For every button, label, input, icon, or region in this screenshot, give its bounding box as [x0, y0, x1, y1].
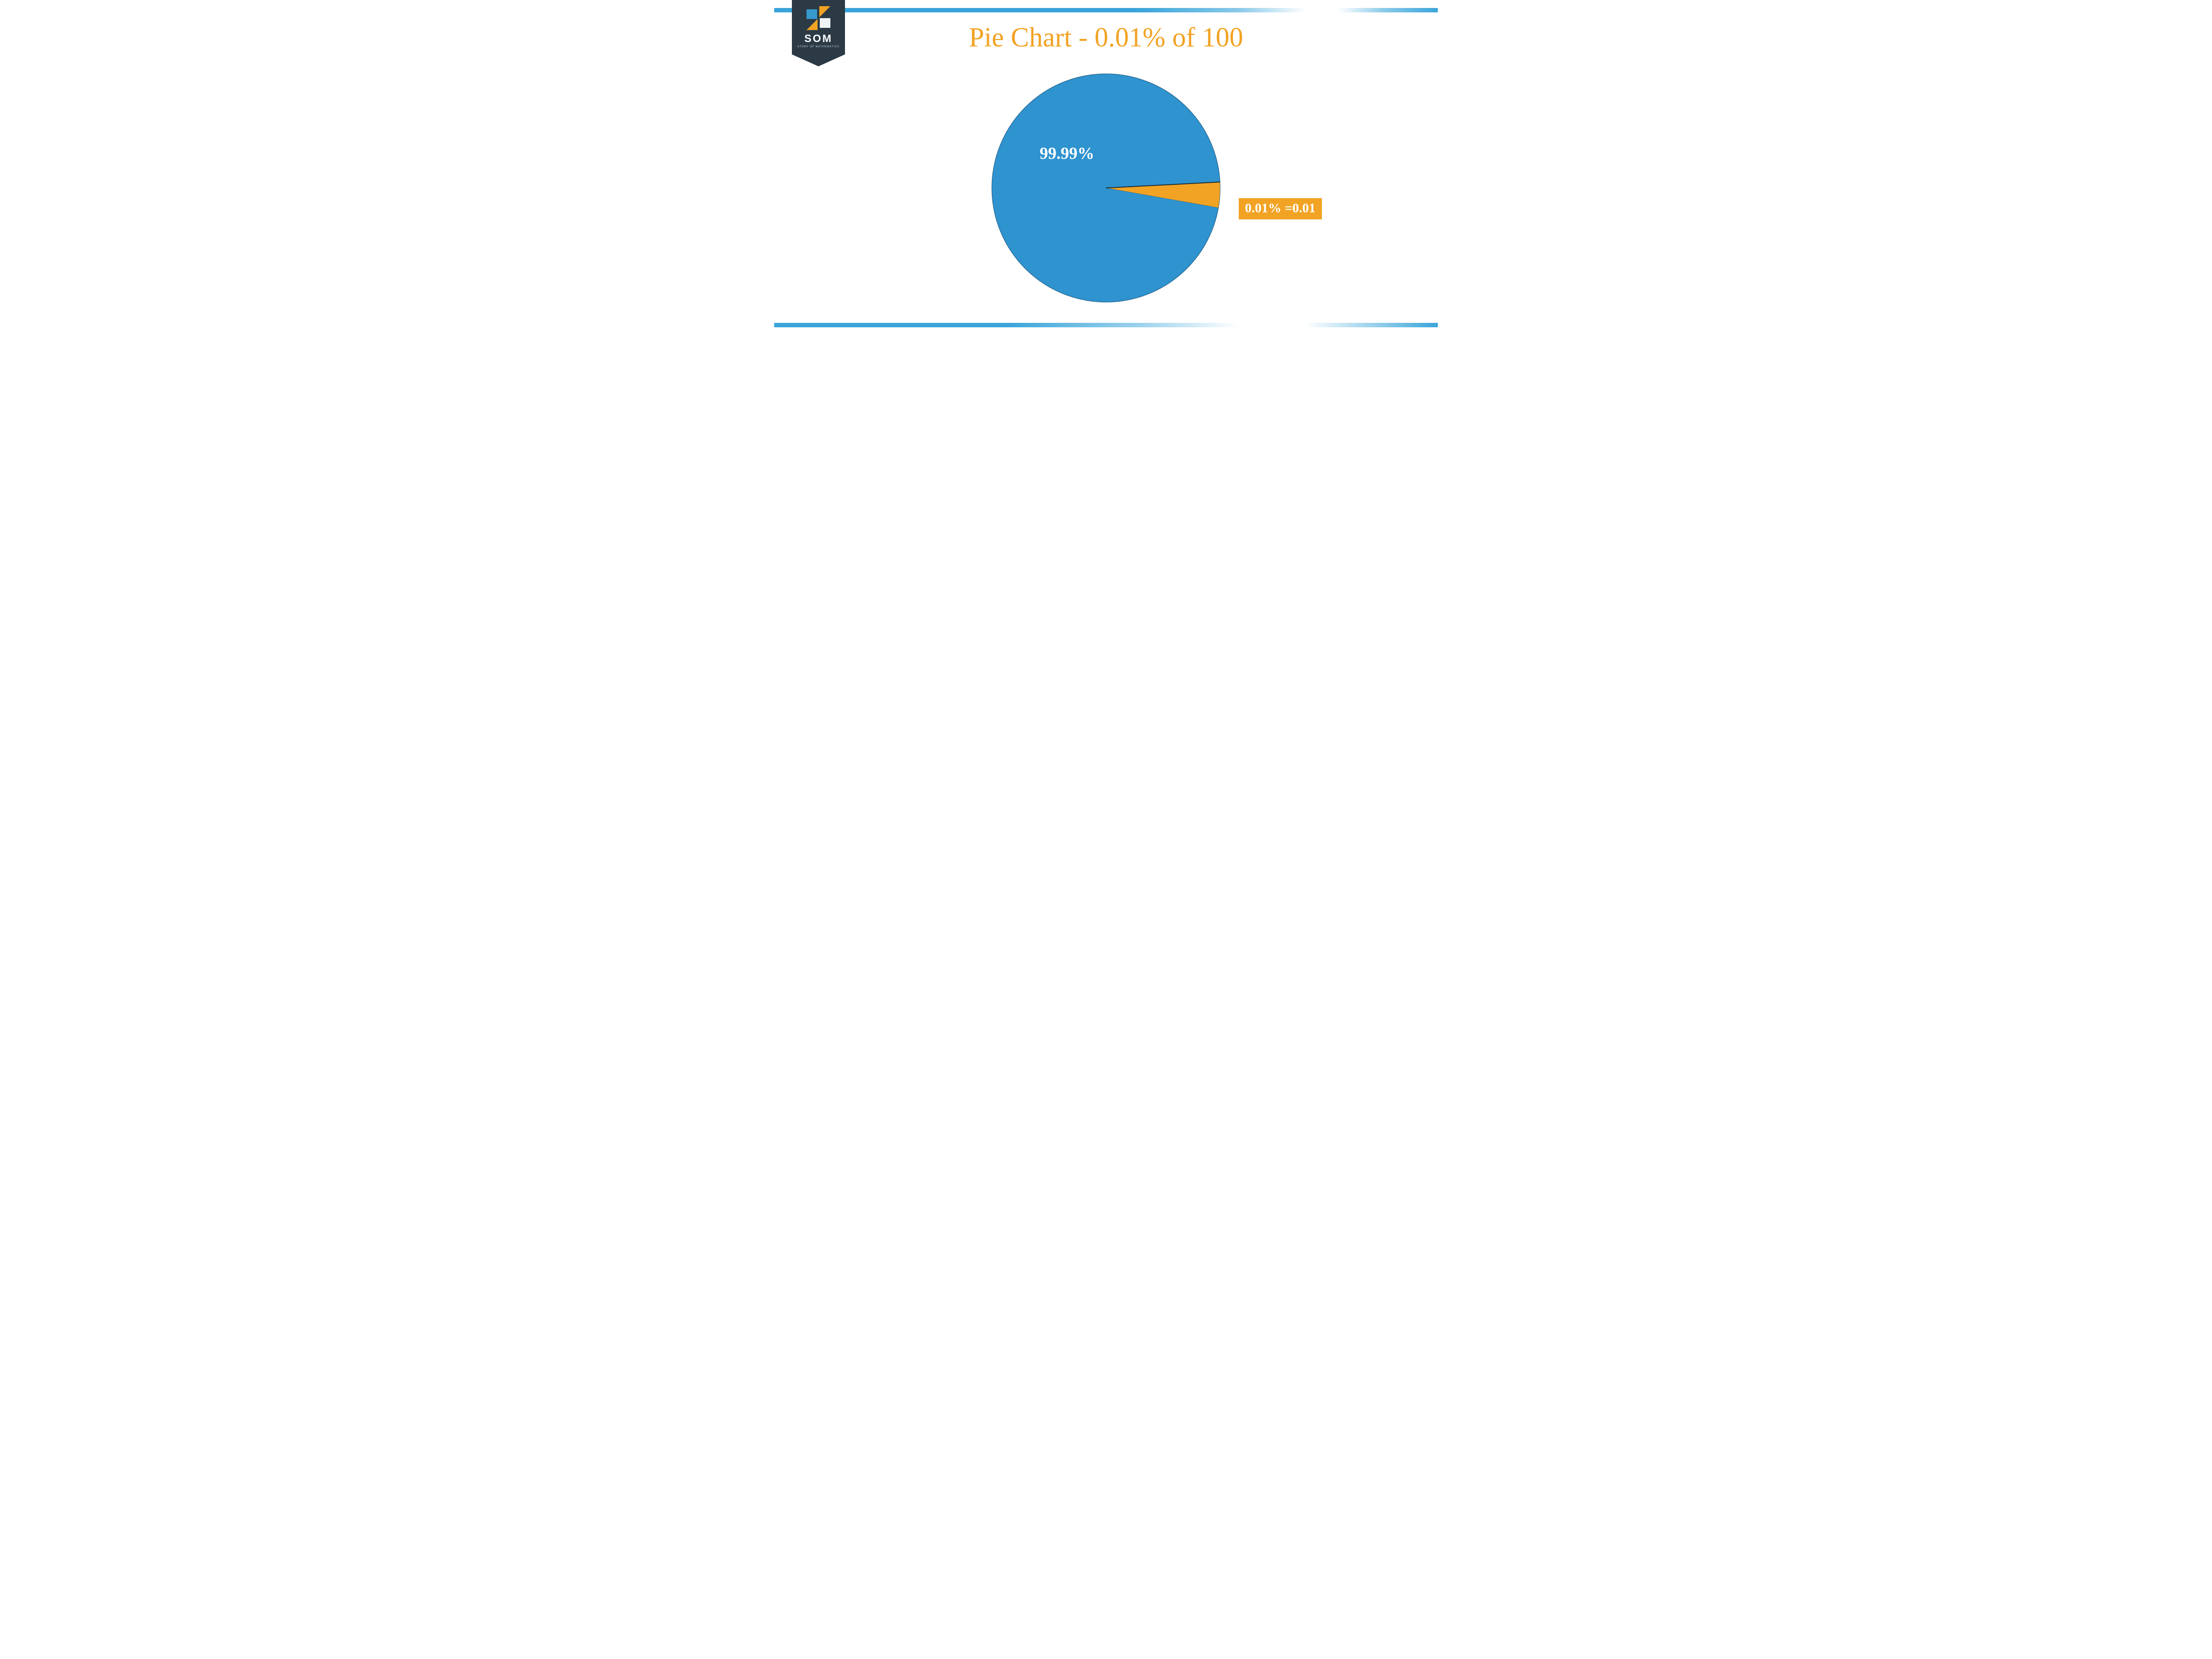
logo-text: SOM — [804, 33, 833, 45]
pie-main-label: 99.99% — [1040, 144, 1094, 163]
logo-mark-icon — [806, 6, 830, 30]
chart-title: Pie Chart - 0.01% of 100 — [774, 22, 1438, 54]
logo-subtitle: STORY OF MATHEMATICS — [798, 46, 840, 48]
pie-chart: 99.99% 0.01% =0.01 — [991, 73, 1221, 303]
pie-svg — [991, 73, 1221, 303]
pie-chart-container: 99.99% 0.01% =0.01 — [774, 73, 1438, 303]
page: SOM STORY OF MATHEMATICS Pie Chart - 0.0… — [774, 0, 1438, 332]
bottom-accent-bar — [774, 323, 1438, 327]
logo-shield: SOM STORY OF MATHEMATICS — [792, 0, 845, 66]
logo-badge: SOM STORY OF MATHEMATICS — [792, 0, 845, 66]
top-accent-bar — [774, 8, 1438, 12]
pie-callout-label: 0.01% =0.01 — [1239, 198, 1322, 219]
